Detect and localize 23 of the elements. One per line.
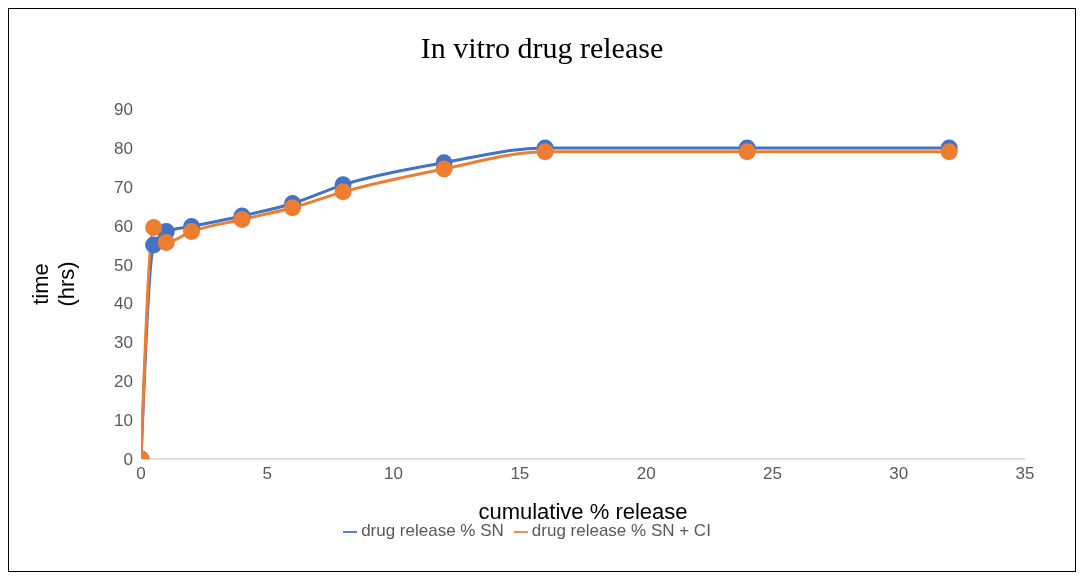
y-tick-label: 20	[114, 372, 133, 392]
x-axis-title: cumulative % release	[478, 499, 688, 524]
x-tick-label: 0	[136, 464, 146, 484]
x-tick-label: 30	[889, 464, 909, 484]
legend-label: drug release % SN	[361, 521, 504, 540]
x-tick-label: 5	[262, 464, 273, 484]
legend-label: drug release % SN + CI	[531, 521, 711, 540]
x-tick-label: 25	[762, 464, 782, 484]
y-tick-label: 70	[114, 177, 133, 197]
x-tick-label: 10	[384, 464, 404, 484]
chart-title: In vitro drug release	[419, 31, 665, 65]
y-tick-label: 80	[114, 138, 133, 158]
y-tick-label: 40	[114, 294, 133, 314]
y-tick-label: 30	[114, 333, 133, 353]
y-axis-title: time (hrs)	[28, 261, 79, 307]
y-tick-label: 10	[114, 411, 133, 431]
y-tick-label: 90	[114, 100, 133, 120]
x-tick-label: 15	[510, 464, 530, 484]
x-tick-label: 35	[1015, 464, 1035, 484]
y-tick-label: 0	[123, 450, 133, 470]
x-tick-label: 20	[636, 464, 656, 484]
y-tick-label: 60	[114, 216, 133, 236]
y-tick-label: 50	[114, 255, 133, 275]
